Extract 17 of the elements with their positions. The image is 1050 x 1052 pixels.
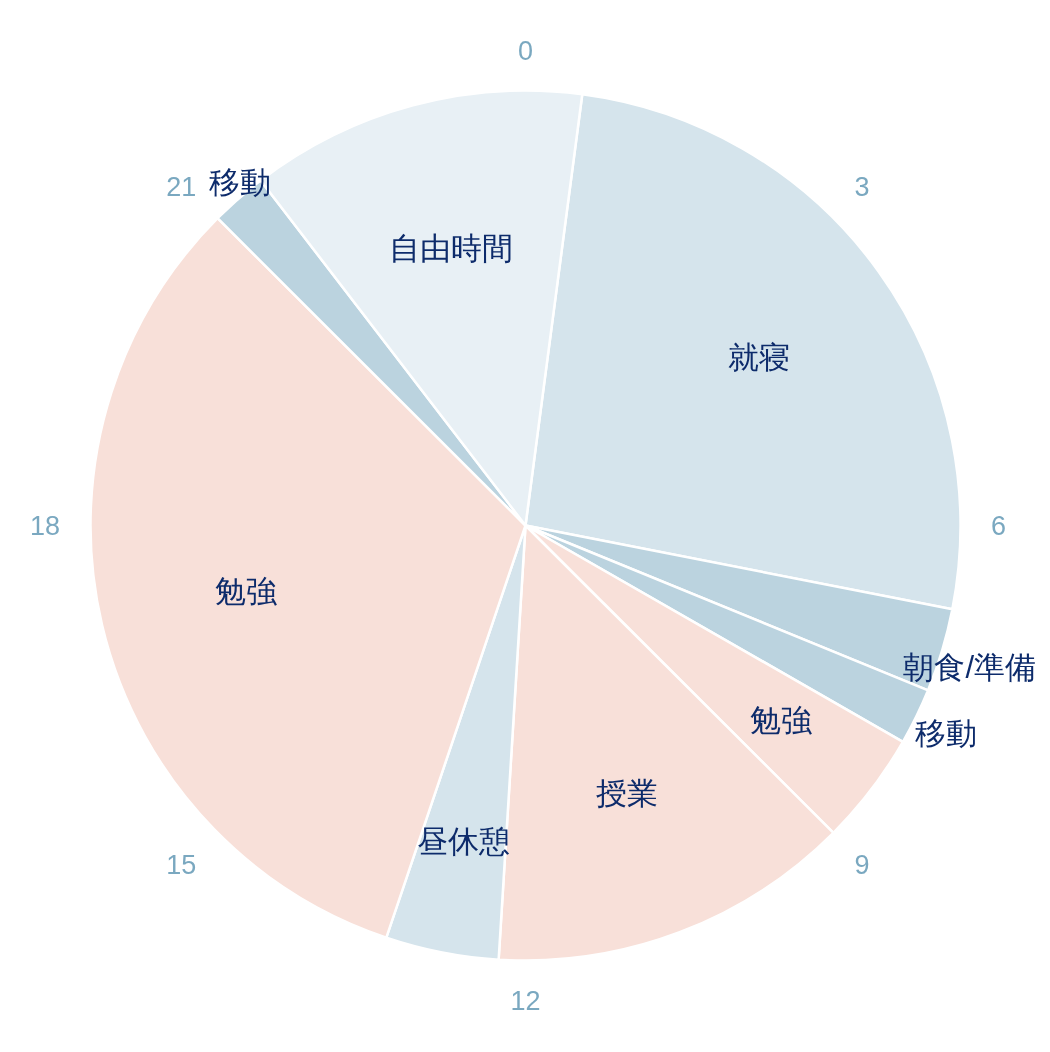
slice-label: 昼休憩 <box>417 823 511 859</box>
text: 0 <box>517 36 534 67</box>
slice-label: 就寝 <box>727 340 790 376</box>
slice-label: 勉強 <box>750 703 813 739</box>
slice-label: 朝食/準備 <box>903 649 1037 685</box>
text: 21 <box>166 172 197 203</box>
slice-label: 勉強 <box>214 573 277 609</box>
text: 3 <box>854 172 870 203</box>
text: 12 <box>510 985 541 1016</box>
text: 6 <box>990 511 1006 541</box>
slice-label: 移動 <box>914 715 977 751</box>
slice-label: 自由時間 <box>389 230 514 266</box>
slice-label: 移動 <box>208 165 271 201</box>
text: 15 <box>166 849 197 880</box>
slice-label: 授業 <box>596 776 659 812</box>
text: 9 <box>854 849 870 880</box>
text: 18 <box>30 511 61 541</box>
